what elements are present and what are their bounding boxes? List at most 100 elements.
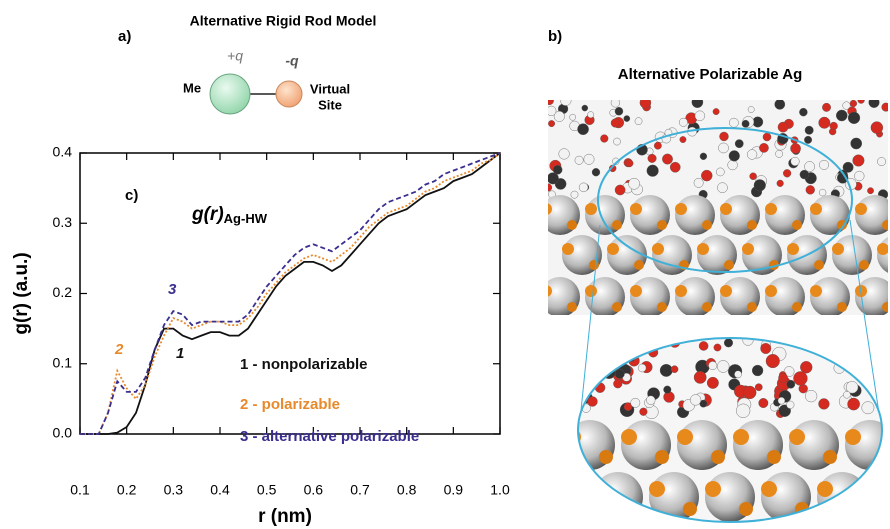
atom [545, 96, 553, 104]
atom [718, 143, 728, 153]
atom [611, 119, 620, 128]
atom [690, 395, 701, 406]
atom [778, 397, 785, 404]
atom [747, 150, 757, 160]
annotation: g(r)Ag-HW [191, 204, 268, 226]
ag-site [702, 220, 712, 230]
ag-site [675, 203, 687, 215]
atom [819, 399, 830, 410]
atom [783, 169, 791, 177]
atom [547, 173, 558, 184]
atom [759, 398, 768, 407]
atom [615, 107, 623, 115]
atom [662, 154, 672, 164]
charge-label: +q [227, 48, 243, 64]
atom [748, 106, 754, 112]
panel-label: c) [125, 187, 138, 204]
atom [729, 151, 740, 162]
atom [701, 170, 712, 181]
atom [544, 184, 552, 192]
atom [858, 97, 865, 104]
curve-label: 1 [176, 345, 184, 362]
ag-site [612, 302, 622, 312]
molecular-image [540, 95, 890, 525]
atom [578, 124, 589, 135]
atom [575, 156, 583, 164]
x-tick-label: 0.1 [70, 482, 90, 498]
virtual-site [276, 81, 302, 107]
ag-site [567, 302, 577, 312]
atom [823, 335, 836, 348]
atom [850, 100, 857, 107]
x-tick-label: 0.9 [444, 482, 464, 498]
atom [637, 337, 644, 344]
atom [631, 398, 640, 407]
atom [777, 180, 784, 187]
atom [646, 396, 655, 405]
atom [830, 122, 838, 130]
atom [717, 183, 727, 193]
atom [637, 338, 645, 346]
ag-site [767, 450, 781, 464]
ag-site [742, 243, 754, 255]
ag-atom [873, 472, 890, 522]
atom [570, 114, 576, 120]
atom [714, 344, 721, 351]
atom [546, 106, 556, 116]
y-tick-label: 0.1 [53, 354, 73, 370]
atom [695, 111, 705, 121]
atom [867, 188, 873, 194]
ag-site [652, 243, 664, 255]
atom [805, 390, 817, 402]
atom [819, 160, 828, 169]
atom [719, 132, 728, 141]
atom [742, 120, 749, 127]
atom [582, 105, 588, 111]
atom [734, 371, 741, 378]
atom [615, 185, 625, 195]
panel-label: a) [118, 28, 131, 45]
curve-label: 2 [114, 341, 124, 358]
atom [584, 154, 594, 164]
ag-site [724, 260, 734, 270]
site-label: Site [318, 97, 342, 112]
x-tick-label: 1.0 [490, 482, 510, 498]
atom [766, 354, 780, 368]
ag-site [720, 203, 732, 215]
ag-site [787, 243, 799, 255]
ag-site [733, 429, 749, 445]
y-tick-label: 0.3 [53, 214, 73, 230]
atom [588, 112, 594, 118]
atom [601, 339, 612, 350]
atom [787, 380, 795, 388]
x-tick-label: 0.7 [350, 482, 370, 498]
atom [763, 133, 771, 141]
curve-label: 3 [168, 281, 177, 298]
ag-site [747, 302, 757, 312]
atom [735, 140, 743, 148]
atom [670, 162, 680, 172]
ag-site [810, 285, 822, 297]
ag-site [697, 243, 709, 255]
atom [654, 142, 661, 149]
ag-site [859, 260, 869, 270]
ag-site [765, 285, 777, 297]
atom [648, 154, 657, 163]
atom [640, 408, 648, 416]
ag-site [649, 481, 665, 497]
x-tick-label: 0.8 [397, 482, 417, 498]
legend-entry: 2 - polarizable [240, 396, 340, 413]
ag-site [683, 502, 697, 516]
atom [560, 95, 571, 106]
ag-site [814, 260, 824, 270]
atom [848, 398, 860, 410]
atom [707, 377, 718, 388]
charge-label: -q [285, 53, 299, 69]
atom [571, 191, 578, 198]
legend-entry: 3 - alternative polarizable [240, 428, 419, 445]
ag-site [711, 450, 725, 464]
ag-site [562, 243, 574, 255]
atom [856, 346, 868, 358]
atom [671, 366, 678, 373]
ag-site [585, 203, 597, 215]
